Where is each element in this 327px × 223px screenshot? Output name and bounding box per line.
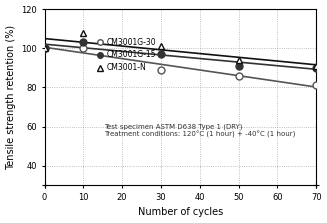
Text: Test specimen ASTM D638 Type 1 (DRY)
Treatment conditions: 120°C (1 hour) + -40°: Test specimen ASTM D638 Type 1 (DRY) Tre…: [104, 124, 296, 138]
Legend: CM3001G-30, CM3001G-15, CM3001-N: CM3001G-30, CM3001G-15, CM3001-N: [97, 37, 156, 72]
Y-axis label: Tensile strength retention (%): Tensile strength retention (%): [6, 25, 16, 170]
X-axis label: Number of cycles: Number of cycles: [138, 207, 223, 217]
